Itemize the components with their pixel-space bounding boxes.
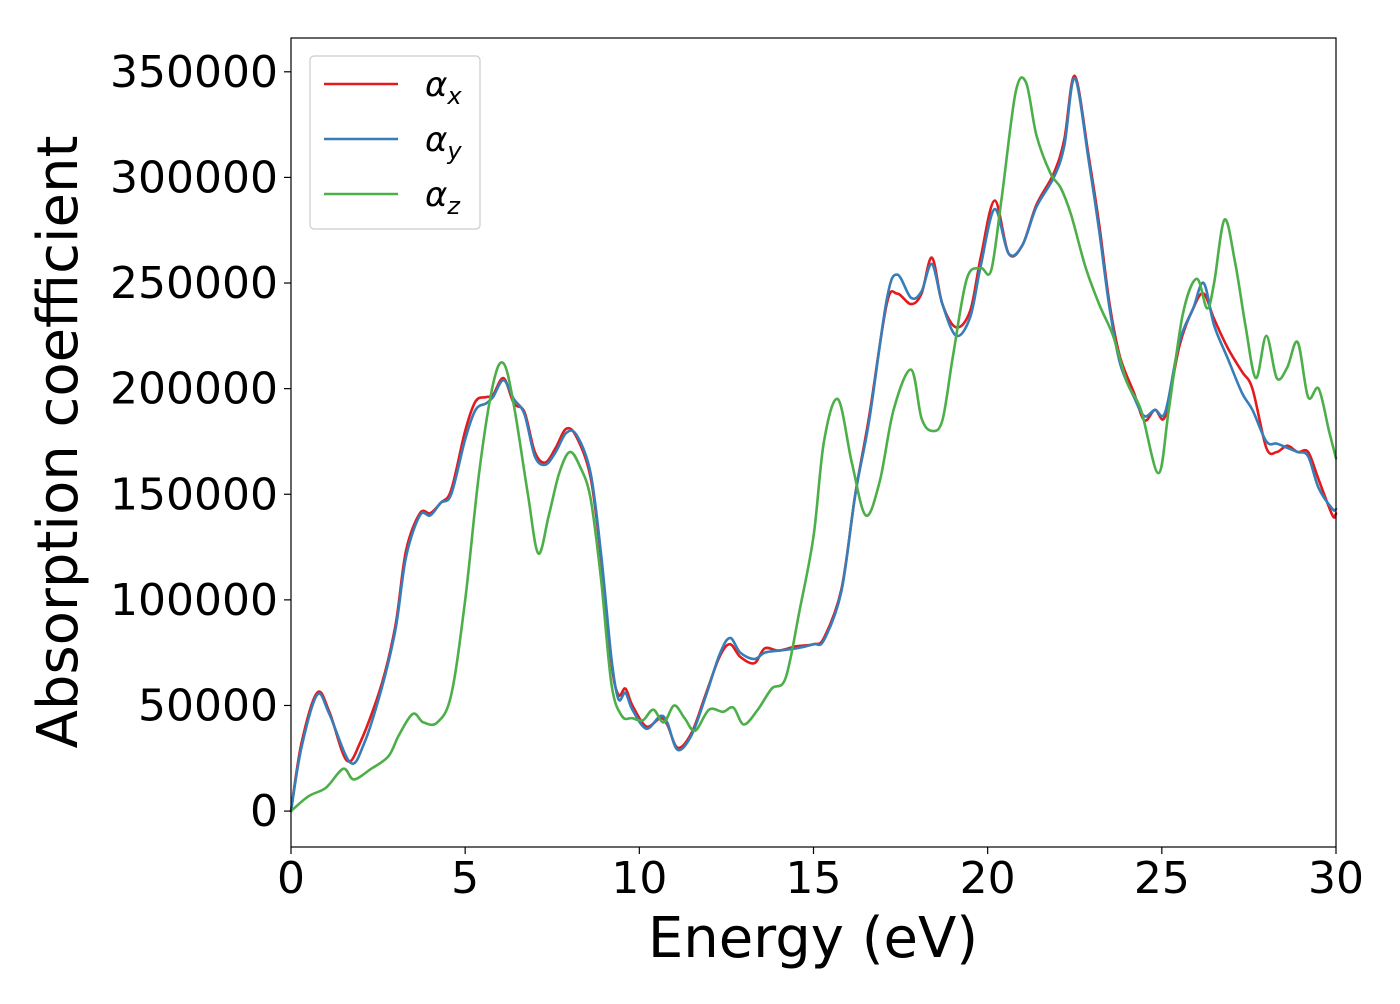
y-tick-label: 150000 [110,469,278,520]
y-tick-label: 50000 [138,680,278,731]
x-tick-label: 30 [1308,853,1364,904]
x-tick-label: 0 [277,853,305,904]
y-tick-label: 0 [250,786,278,837]
x-axis-ticks: 0 5 10 15 20 25 30 [277,847,1364,904]
y-axis-label: Absorption coefficient [26,136,91,749]
legend-label-y: αy [425,120,462,165]
y-axis-ticks: 0 50000 100000 150000 200000 250000 300000 3500… [110,47,291,837]
legend-label-x: αx [425,65,462,110]
legend-box [309,55,481,230]
y-tick-label: 100000 [110,575,278,626]
x-tick-label: 20 [960,853,1016,904]
y-tick-label: 250000 [110,258,278,309]
legend-label-z: αz [425,175,461,220]
x-tick-label: 25 [1134,853,1190,904]
series-line-y [289,76,1338,813]
y-tick-label: 350000 [110,47,278,98]
series-line-z [289,76,1338,813]
x-tick-label: 10 [611,853,667,904]
legend: αx αy αz [309,55,481,230]
y-tick-label: 200000 [110,364,278,415]
series-layer [289,74,1338,813]
x-axis-label: Energy (eV) [648,906,978,971]
x-tick-label: 5 [451,853,479,904]
x-tick-label: 15 [786,853,842,904]
y-tick-label: 300000 [110,152,278,203]
